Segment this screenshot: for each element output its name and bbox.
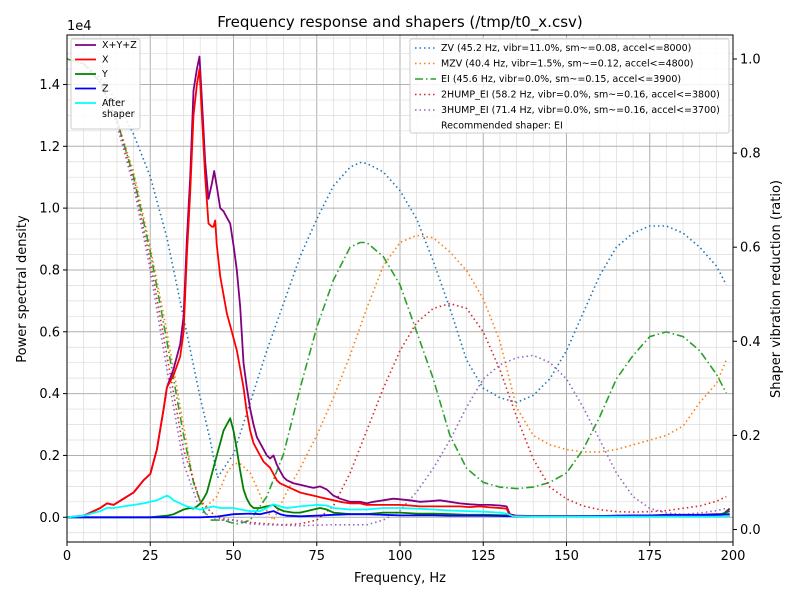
x-tick-label: 125 [471,549,496,564]
y-axis-label: Power spectral density [15,215,30,363]
x-tick-label: 75 [308,549,325,564]
y2-tick-label: 0.8 [740,147,761,162]
legend-entry: ZV (45.2 Hz, vibr=11.0%, sm~=0.08, accel… [441,43,691,54]
recommended-shaper-label: Recommended shaper: EI [441,121,563,132]
y-tick-label: 0.8 [39,263,60,278]
x-tick-label: 50 [225,549,242,564]
legend-entry: Y [101,69,108,80]
shaper-series-line [66,58,728,525]
legend-entry: shaper [102,109,135,120]
y-tick-label: 0.4 [39,387,60,402]
x-axis-label: Frequency, Hz [354,571,446,586]
chart-title: Frequency response and shapers (/tmp/t0_… [217,13,583,32]
legend-entry: X [102,55,109,66]
y-multiplier-label: 1e4 [67,19,92,34]
y-tick-label: 1.0 [39,202,60,217]
shaper-legend-box [409,38,730,134]
x-tick-label: 150 [554,549,579,564]
x-tick-label: 0 [63,549,71,564]
y-tick-label: 0.0 [39,511,60,526]
y-tick-label: 1.2 [39,140,60,155]
x-tick-label: 175 [637,549,662,564]
psd-curves [66,55,731,519]
psd-series-line [66,68,730,519]
legend-entry: 3HUMP_EI (71.4 Hz, vibr=0.0%, sm~=0.16, … [441,105,720,116]
x-tick-label: 25 [142,549,159,564]
shaper-series-line [66,58,728,480]
y2-axis-label: Shaper vibration reduction (ratio) [769,180,784,398]
y-tick-label: 0.6 [39,325,60,340]
shaper-series-line [66,58,728,522]
shaper-legend: ZV (45.2 Hz, vibr=11.0%, sm~=0.08, accel… [409,38,730,134]
x-tick-label: 100 [388,549,413,564]
y2-tick-label: 0.0 [740,523,761,538]
y2-tick-label: 1.0 [740,52,761,67]
legend-entry: 2HUMP_EI (58.2 Hz, vibr=0.0%, sm~=0.16, … [441,90,720,101]
shaper-series-line [66,58,727,526]
axis-ticks: 0 25 50 75 100 125 150 175 200 0.0 0.2 0.4 0.6 0.8 1.0… [39,52,760,564]
y2-tick-label: 0.4 [740,335,761,350]
psd-legend-box [70,38,141,130]
shaper-curves [66,58,728,527]
y2-tick-label: 0.2 [740,429,761,444]
legend-entry: X+Y+Z [102,40,137,51]
legend-entry: MZV (40.4 Hz, vibr=1.5%, sm~=0.12, accel… [441,59,693,70]
x-tick-label: 200 [721,549,746,564]
y-tick-label: 0.2 [39,449,60,464]
legend-entry: After [102,98,125,109]
y2-tick-label: 0.6 [740,241,761,256]
legend-entry: Z [102,84,109,95]
psd-series-line [66,494,730,519]
y-tick-label: 1.4 [39,78,60,93]
legend-entry: EI (45.6 Hz, vibr=0.0%, sm~=0.15, accel<… [441,74,681,85]
